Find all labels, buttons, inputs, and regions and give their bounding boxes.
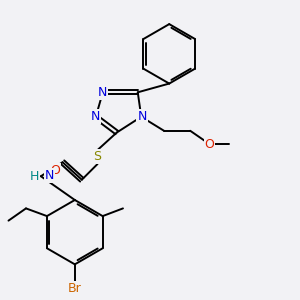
Text: N: N [90, 110, 100, 123]
Text: N: N [45, 169, 55, 182]
Text: N: N [137, 110, 147, 123]
Text: O: O [205, 138, 214, 151]
Text: Br: Br [68, 282, 82, 295]
Text: S: S [94, 151, 101, 164]
Text: O: O [51, 164, 61, 176]
Text: H: H [30, 170, 39, 183]
Text: N: N [98, 86, 107, 99]
